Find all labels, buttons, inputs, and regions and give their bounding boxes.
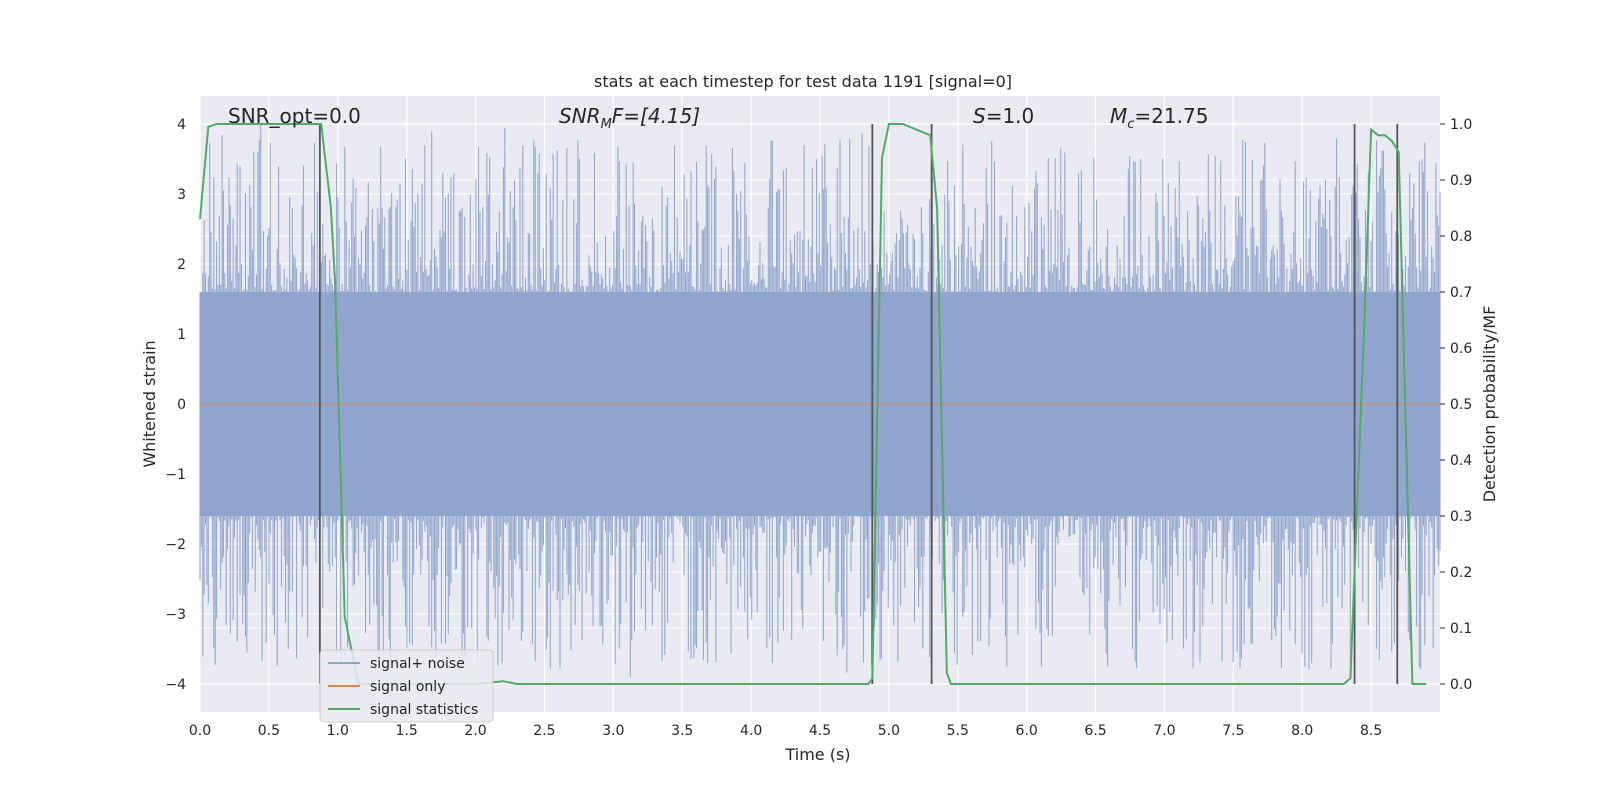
- y-left-tick-label: 4: [177, 117, 186, 133]
- x-tick-label: 1.0: [327, 723, 349, 739]
- y-right-axis-label: Detection probability/MF: [1480, 306, 1499, 503]
- x-tick-label: 3.0: [602, 723, 624, 739]
- y-right-tick-label: 0.2: [1450, 565, 1472, 581]
- x-tick-label: 8.5: [1360, 723, 1382, 739]
- y-right-tick-label: 0.4: [1450, 453, 1472, 469]
- y-left-tick-label: 1: [177, 327, 186, 343]
- annotation-mc: Mc=21.75: [1110, 104, 1208, 132]
- annotation-snr-opt: SNR_opt=0.0: [228, 104, 361, 128]
- x-axis-label: Time (s): [784, 745, 850, 764]
- y-right-tick-label: 0.1: [1450, 621, 1472, 637]
- y-right-tick-label: 0.7: [1450, 285, 1472, 301]
- legend-label-signal-statistics: signal statistics: [370, 702, 478, 718]
- x-tick-label: 7.0: [1153, 723, 1175, 739]
- x-tick-label: 0.0: [189, 723, 211, 739]
- y-right-tick-label: 0.5: [1450, 397, 1472, 413]
- chart-title: stats at each timestep for test data 119…: [594, 72, 1012, 91]
- y-right-tick-label: 0.6: [1450, 341, 1472, 357]
- plot-area: [199, 96, 1441, 712]
- y-left-tick-label: 0: [177, 397, 186, 413]
- annotation-snr-mf: SNRMF=[4.15]: [559, 104, 700, 132]
- y-left-tick-label: −1: [165, 467, 186, 483]
- legend: signal+ noise signal only signal statist…: [319, 649, 494, 723]
- y-right-tick-label: 0.8: [1450, 229, 1472, 245]
- legend-label-signal-noise: signal+ noise: [370, 656, 465, 672]
- y-right-tick-label: 0.9: [1450, 173, 1472, 189]
- y-left-tick-label: −3: [165, 607, 186, 623]
- x-tick-label: 5.5: [947, 723, 969, 739]
- y-left-tick-label: −2: [165, 537, 186, 553]
- x-tick-label: 3.5: [671, 723, 693, 739]
- y-right-tick-label: 0.3: [1450, 509, 1472, 525]
- legend-label-signal-only: signal only: [370, 679, 445, 695]
- series-signal-statistics: [199, 123, 1427, 685]
- x-tick-label: 6.0: [1016, 723, 1038, 739]
- statistics-line: [199, 123, 1427, 685]
- y-right-axis-ticks: 1.0 0.9 0.8 0.7 0.6 0.5 0.4 0.3 0.2 0.1 0.0: [1440, 117, 1472, 693]
- x-tick-label: 5.0: [878, 723, 900, 739]
- annotation-s: S=1.0: [973, 104, 1034, 128]
- y-left-tick-label: 3: [177, 187, 186, 203]
- x-tick-label: 8.0: [1291, 723, 1313, 739]
- y-left-tick-label: 2: [177, 257, 186, 273]
- y-right-tick-label: 0.0: [1450, 677, 1472, 693]
- x-axis-ticks: 0.0 0.5 1.0 1.5 2.0 2.5 3.0 3.5 4.0 4.5 5.0 5.5 6.0 6…: [189, 723, 1382, 739]
- x-tick-label: 1.5: [396, 723, 418, 739]
- x-tick-label: 2.0: [464, 723, 486, 739]
- y-left-tick-label: −4: [165, 677, 186, 693]
- x-tick-label: 4.5: [809, 723, 831, 739]
- y-right-tick-label: 1.0: [1450, 117, 1472, 133]
- x-tick-label: 2.5: [533, 723, 555, 739]
- x-tick-label: 4.0: [740, 723, 762, 739]
- x-tick-label: 7.5: [1222, 723, 1244, 739]
- legend-box: [319, 649, 494, 723]
- y-left-axis-label: Whitened strain: [140, 340, 159, 467]
- x-tick-label: 6.5: [1084, 723, 1106, 739]
- x-tick-label: 0.5: [258, 723, 280, 739]
- y-left-axis-ticks: 4 3 2 1 0 −1 −2 −3 −4: [165, 117, 186, 693]
